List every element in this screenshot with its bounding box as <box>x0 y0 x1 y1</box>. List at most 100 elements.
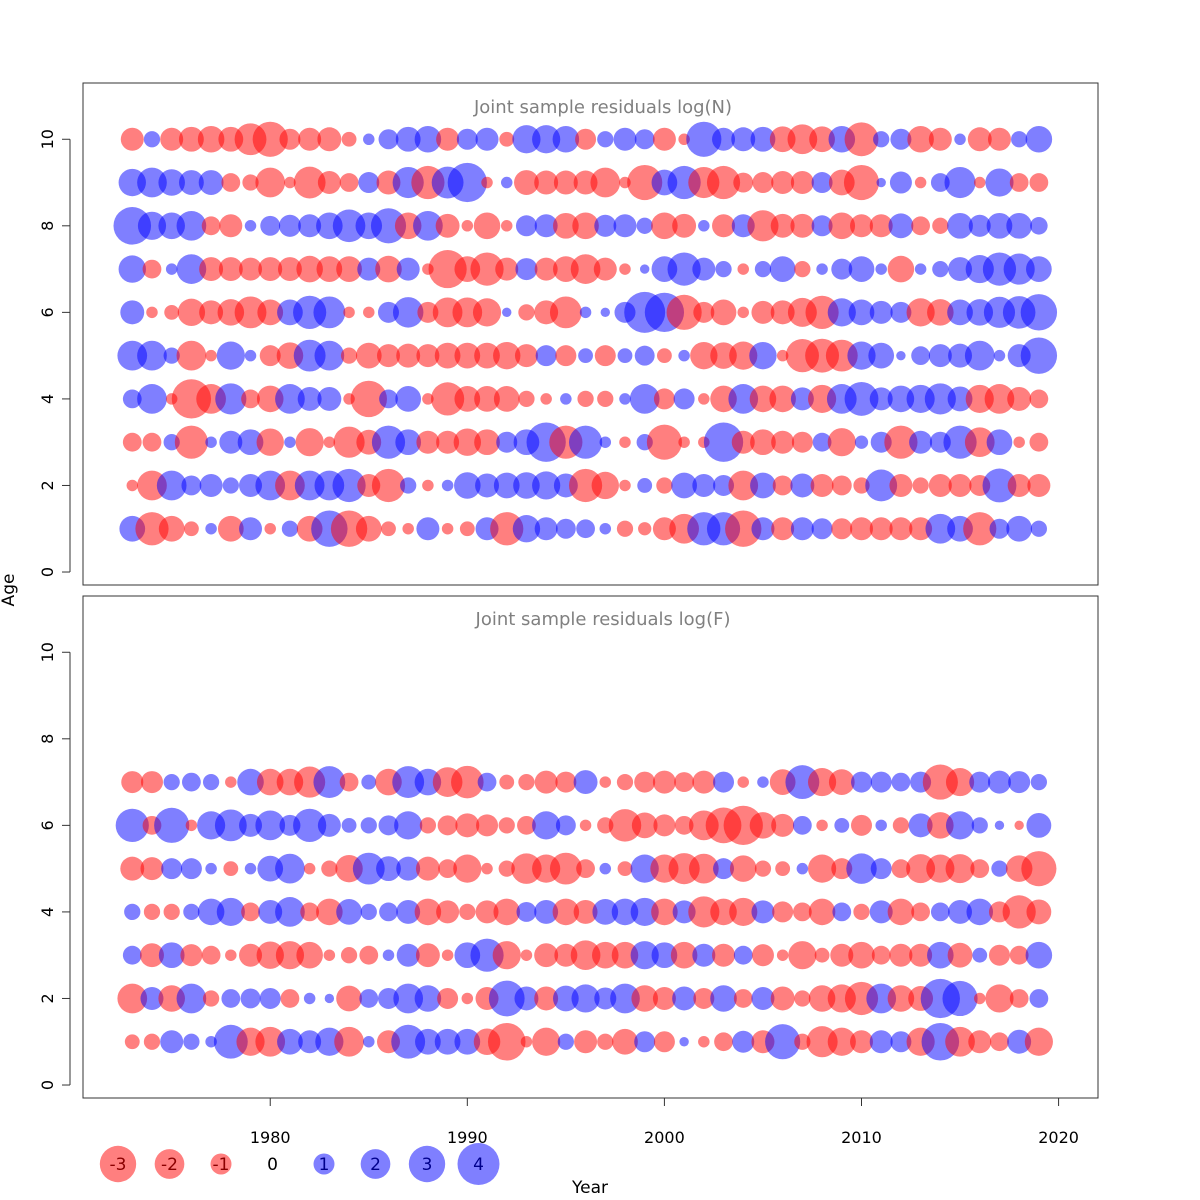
bubble <box>500 220 513 232</box>
bubble <box>534 986 559 1011</box>
bubble <box>395 429 422 456</box>
bubble <box>560 393 572 405</box>
legend-bubble <box>313 1153 335 1175</box>
bubble <box>733 172 754 193</box>
bubble <box>651 942 678 969</box>
bubble <box>277 257 302 282</box>
bubble <box>515 215 537 237</box>
bubble <box>805 295 839 329</box>
bubble <box>865 469 898 502</box>
bubble <box>577 390 594 408</box>
bubble <box>944 166 976 199</box>
bubble <box>847 341 876 370</box>
bubble <box>255 167 286 198</box>
bubble <box>223 861 239 877</box>
bubble <box>776 949 789 961</box>
bubble <box>869 1030 893 1054</box>
bubble <box>255 810 286 841</box>
bubble <box>532 471 561 500</box>
bubble <box>332 209 366 243</box>
bubble <box>118 255 146 283</box>
bubble <box>295 428 324 457</box>
bubble <box>137 340 167 371</box>
bubble <box>434 342 461 369</box>
bubble <box>869 517 893 541</box>
bubble <box>729 341 758 370</box>
bubble <box>911 902 931 922</box>
bubble <box>339 173 359 192</box>
bubble <box>888 213 914 239</box>
bubble <box>1006 515 1033 542</box>
y-tick-label: 10 <box>38 129 57 149</box>
bubble <box>749 812 777 839</box>
bubble <box>831 258 853 280</box>
bubble <box>574 1030 598 1054</box>
bubble <box>985 168 1014 197</box>
bubble <box>164 304 180 320</box>
bubble <box>199 473 223 497</box>
y-axis-title: Age <box>0 574 19 607</box>
bubble <box>591 471 619 500</box>
bubble <box>316 256 343 282</box>
bubble <box>728 470 759 501</box>
bubble <box>791 431 813 453</box>
bubble <box>1029 389 1049 409</box>
bubble <box>909 517 933 541</box>
bubble <box>834 817 850 833</box>
bubble <box>710 898 737 926</box>
bubble <box>434 1028 461 1055</box>
bubble <box>476 814 499 837</box>
bubble <box>571 984 600 1013</box>
bubble <box>258 257 283 282</box>
bubble <box>631 985 658 1012</box>
bubble <box>1007 1029 1032 1054</box>
bubble <box>553 212 579 239</box>
bubble <box>514 170 539 195</box>
bubble <box>986 212 1013 239</box>
bubble <box>947 299 973 326</box>
bubble <box>160 127 184 151</box>
bubble <box>259 345 281 367</box>
bubble <box>808 985 836 1012</box>
bubble <box>827 428 856 457</box>
bubble <box>932 217 949 234</box>
bubble <box>516 901 537 922</box>
bubble <box>143 903 161 921</box>
bubble <box>974 176 986 189</box>
bubble <box>733 945 753 965</box>
bubble <box>205 349 217 362</box>
bubble <box>303 862 316 875</box>
bubble <box>678 436 690 448</box>
bubble <box>637 478 653 493</box>
bubble <box>619 263 631 275</box>
bubble <box>416 430 440 454</box>
bubble <box>518 304 535 321</box>
bubble <box>396 257 420 281</box>
y-tick-label: 8 <box>38 221 57 231</box>
bubble <box>244 862 257 875</box>
bubble <box>787 124 818 155</box>
bubble <box>844 122 879 157</box>
panel-title: Joint sample residuals log(N) <box>473 97 732 118</box>
bubble <box>1003 253 1035 285</box>
bubble <box>163 903 180 921</box>
bubble <box>666 294 702 330</box>
bubble <box>557 1033 574 1050</box>
bubble <box>140 943 164 968</box>
bubble <box>725 510 762 547</box>
bubble <box>437 987 459 1009</box>
bubble <box>317 127 342 152</box>
bubble <box>1029 432 1049 452</box>
bubble <box>165 263 178 275</box>
bubble <box>752 172 774 194</box>
bubble <box>579 306 592 319</box>
bubble <box>459 521 475 537</box>
legend-label: -1 <box>213 1155 230 1175</box>
bubble <box>630 854 659 883</box>
bubble <box>177 298 206 327</box>
bubble <box>461 220 474 232</box>
bubble <box>438 859 457 879</box>
bubble <box>461 992 474 1005</box>
bubble <box>317 171 341 195</box>
bubble <box>202 773 220 791</box>
